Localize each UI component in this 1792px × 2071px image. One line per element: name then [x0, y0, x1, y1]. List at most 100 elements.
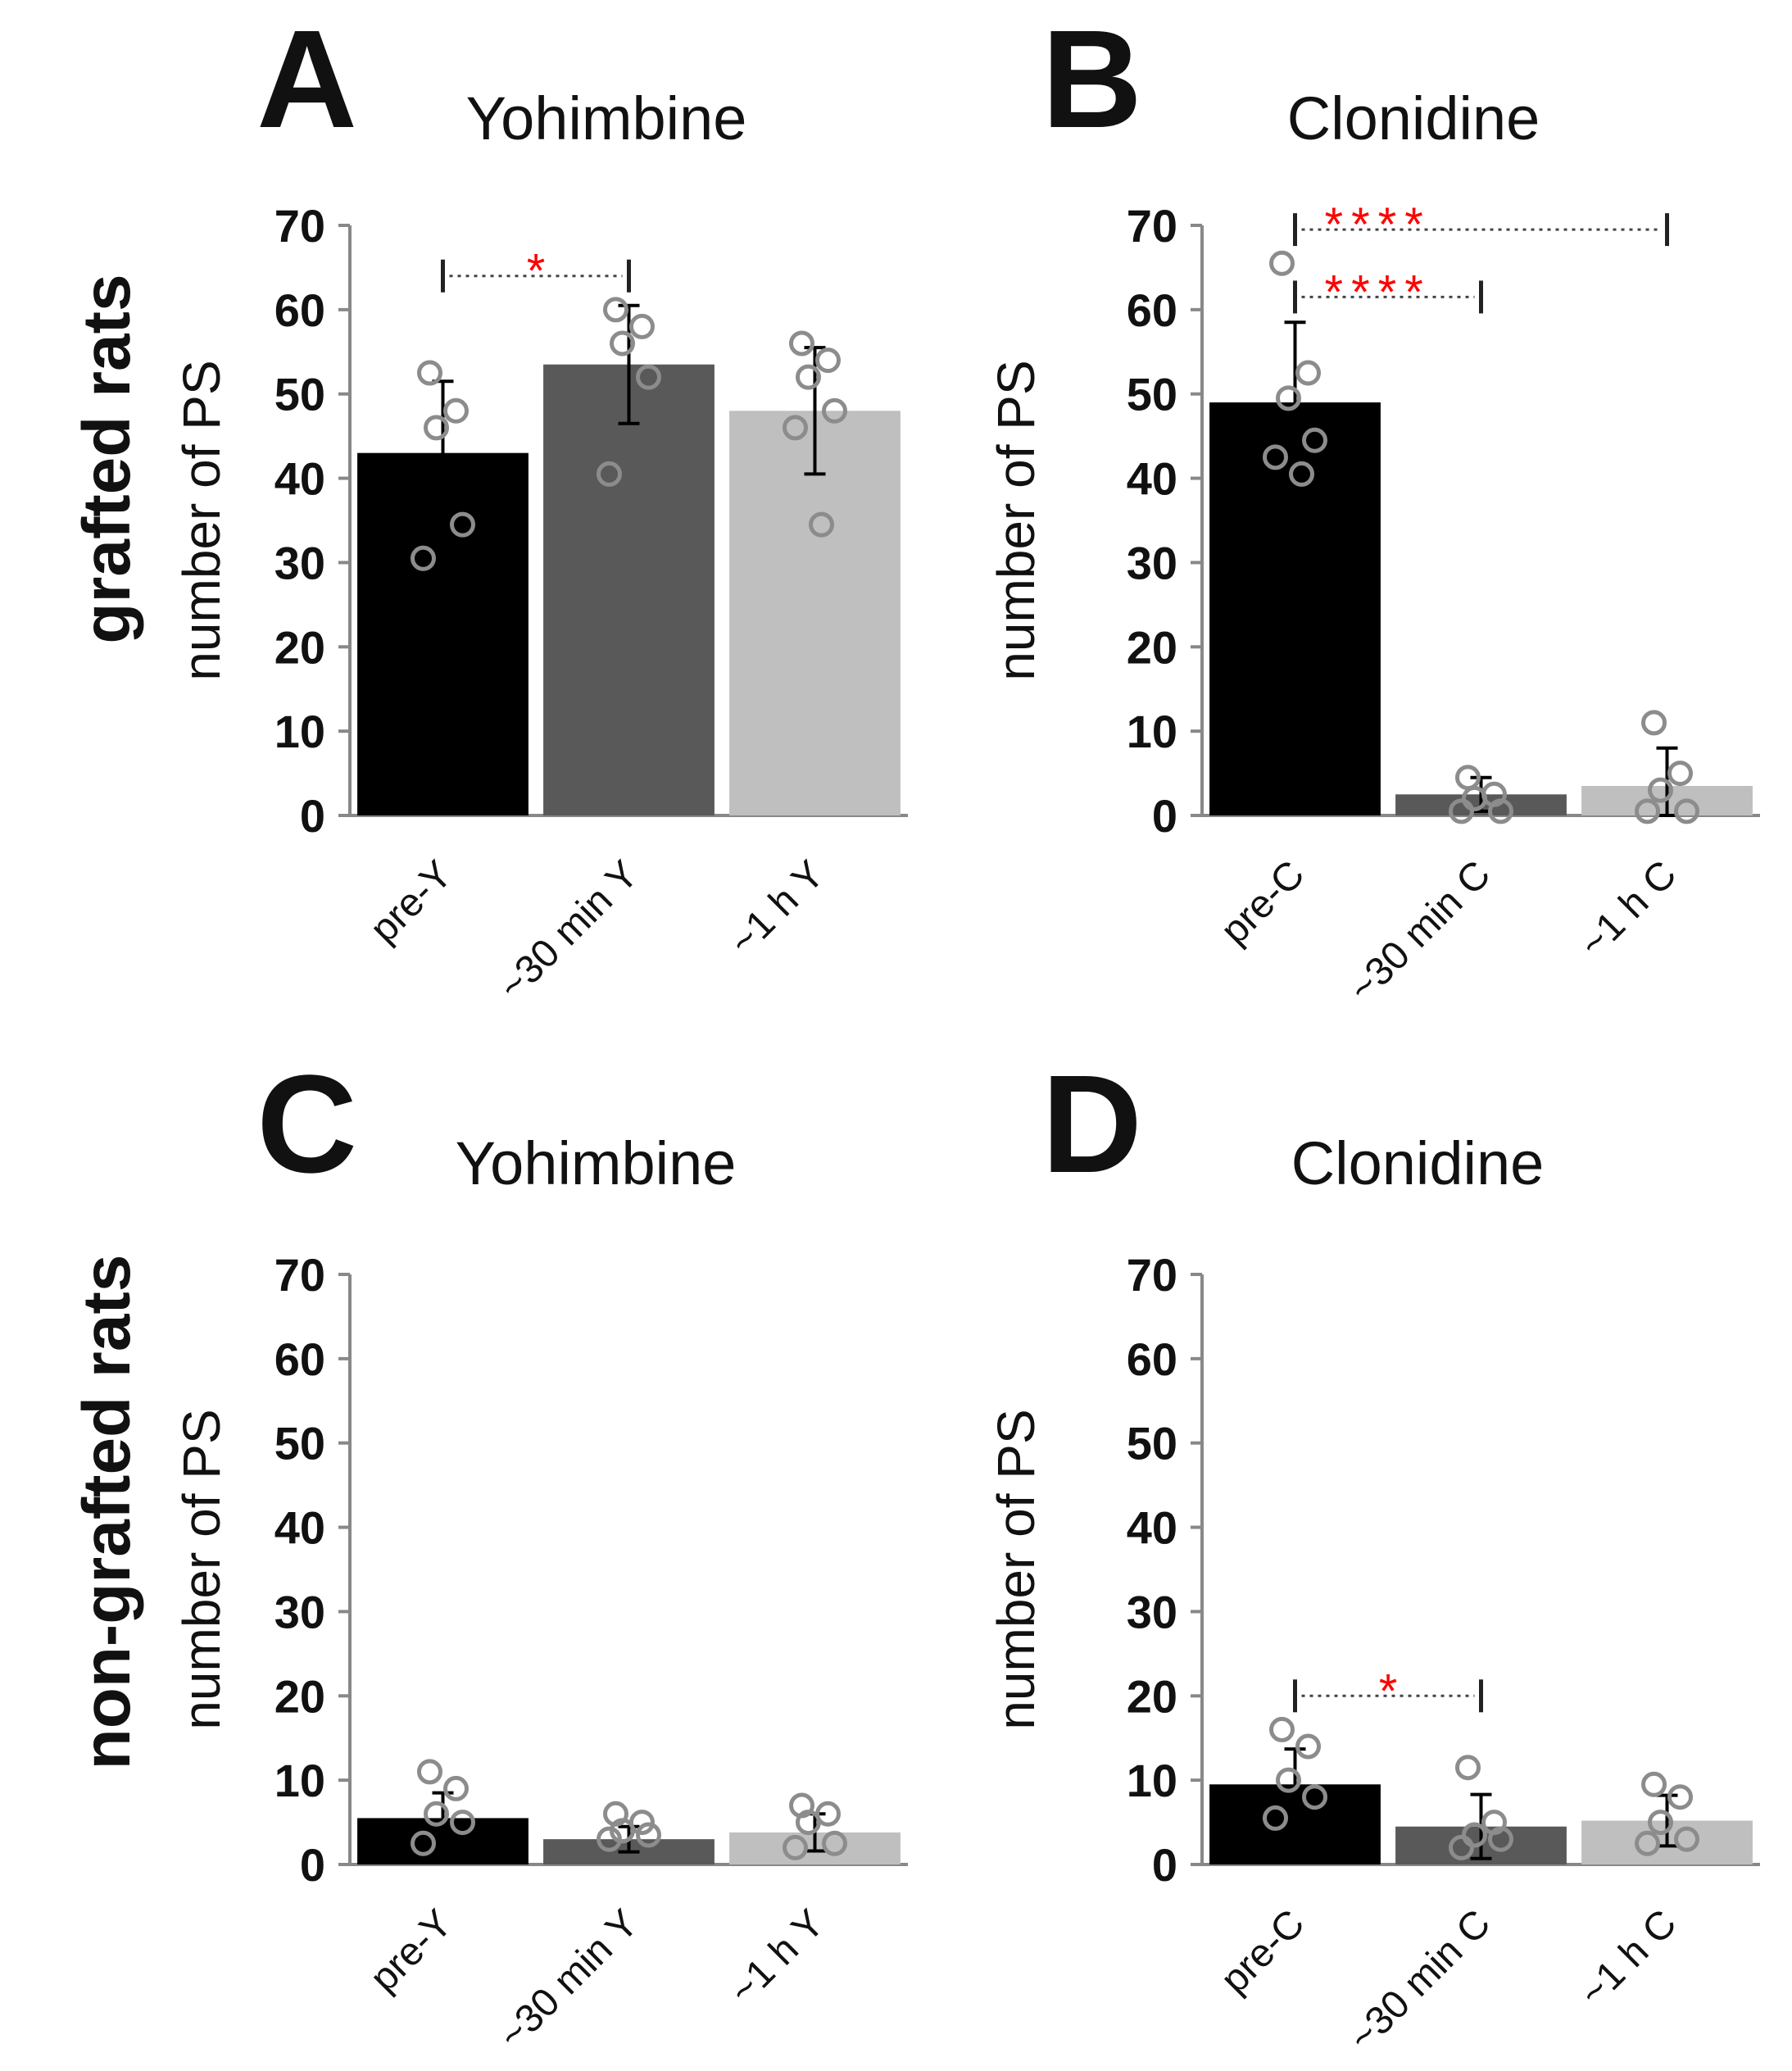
- data-point: [1648, 1810, 1673, 1836]
- significance-bracket: *: [1293, 1665, 1483, 1718]
- significance-stars: ****: [1325, 266, 1431, 319]
- panel-letter: A: [256, 2, 357, 157]
- data-point: [1269, 250, 1295, 276]
- x-tick-label: ~1 h C: [1572, 1901, 1685, 2014]
- significance-stars: ****: [1325, 198, 1431, 252]
- data-point: [1635, 798, 1660, 824]
- data-point: [1295, 1733, 1321, 1760]
- y-tick-label: 60: [274, 1333, 325, 1385]
- significance-bracket: *: [441, 245, 631, 298]
- y-axis-label: number of PS: [987, 360, 1046, 680]
- y-tick-label: 30: [1127, 537, 1177, 588]
- data-point: [1462, 785, 1487, 811]
- y-tick-label: 70: [274, 200, 325, 252]
- data-point: [1302, 427, 1327, 453]
- y-tick-label: 50: [1127, 369, 1177, 420]
- data-point: [417, 360, 442, 386]
- panel-letter: B: [1041, 2, 1142, 157]
- data-point: [450, 511, 475, 538]
- data-point: [450, 1810, 475, 1836]
- panel-title: Yohimbine: [466, 84, 747, 152]
- y-axis-label: number of PS: [172, 1409, 231, 1729]
- x-tick-label: ~30 min C: [1341, 1901, 1499, 2060]
- data-point: [443, 1775, 469, 1801]
- x-tick-label: ~1 h Y: [721, 1901, 832, 2013]
- y-tick-label: 40: [274, 453, 325, 505]
- data-point: [610, 330, 635, 357]
- x-tick-label: ~1 h Y: [721, 852, 832, 964]
- data-point: [1648, 777, 1673, 803]
- y-tick-label: 50: [274, 369, 325, 420]
- data-point: [1276, 385, 1301, 411]
- x-tick-label: pre-Y: [362, 852, 460, 951]
- x-tick-label: ~1 h C: [1572, 852, 1685, 965]
- y-tick-label: 60: [1127, 1333, 1177, 1385]
- panel-title: Yohimbine: [456, 1129, 737, 1197]
- error-bar: [618, 303, 640, 425]
- y-tick-label: 0: [1152, 1839, 1177, 1891]
- data-point: [1488, 798, 1513, 824]
- y-tick-label: 30: [274, 537, 325, 588]
- data-point: [1449, 798, 1474, 824]
- data-point: [1295, 360, 1321, 386]
- panel-title: Clonidine: [1291, 1129, 1545, 1197]
- y-tick-label: 20: [274, 621, 325, 673]
- data-point: [809, 511, 834, 538]
- y-tick-label: 30: [274, 1586, 325, 1637]
- y-tick-label: 0: [1152, 790, 1177, 842]
- panel-c: C Yohimbine number of PS 0 10 20 30 40 50 60 70 pre…: [172, 1047, 908, 2058]
- data-point: [1641, 1771, 1667, 1797]
- y-tick-label: 70: [274, 1249, 325, 1301]
- significance-bracket: ****: [1293, 198, 1669, 252]
- y-tick-label: 60: [274, 284, 325, 336]
- y-tick-label: 10: [1127, 706, 1177, 757]
- data-point: [1289, 461, 1314, 487]
- row-label: grafted rats: [70, 274, 144, 643]
- data-point: [1641, 710, 1667, 736]
- data-point: [796, 364, 821, 390]
- y-tick-label: 10: [1127, 1755, 1177, 1806]
- data-point: [815, 347, 841, 374]
- y-tick-label: 60: [1127, 284, 1177, 336]
- x-tick-label: pre-Y: [362, 1901, 460, 2000]
- y-tick-label: 40: [274, 1502, 325, 1554]
- panel-d: D Clonidine number of PS 0 10 20 30 40 50 60 70 pre…: [987, 1047, 1760, 2060]
- data-point: [603, 297, 628, 323]
- data-point: [783, 1834, 808, 1860]
- panel-b: B Clonidine number of PS 0 10 20 30 40 50 60 70 pre…: [987, 2, 1760, 1011]
- panel-a: A Yohimbine number of PS 0 10 20 30 40 50 60 70 pre…: [172, 2, 908, 1009]
- data-point: [443, 397, 469, 424]
- data-point: [636, 1822, 661, 1848]
- data-point: [1674, 1826, 1699, 1852]
- data-point: [822, 1830, 847, 1856]
- x-tick-label: pre-C: [1213, 852, 1313, 952]
- y-tick-label: 20: [274, 1670, 325, 1722]
- panel-title: Clonidine: [1287, 84, 1540, 152]
- data-point: [1302, 1784, 1327, 1810]
- data-point: [1263, 1805, 1288, 1831]
- data-point: [411, 545, 436, 571]
- row-label: non-grafted rats: [70, 1255, 144, 1770]
- y-axis-label: number of PS: [987, 1409, 1046, 1729]
- y-tick-label: 0: [300, 790, 325, 842]
- data-point: [1455, 1755, 1481, 1781]
- y-axis-label: number of PS: [172, 360, 231, 680]
- panel-letter: C: [256, 1047, 357, 1202]
- data-point: [597, 1826, 622, 1852]
- x-tick-label: pre-C: [1213, 1901, 1313, 2001]
- x-tick-label: ~30 min C: [1341, 852, 1499, 1011]
- data-point: [597, 461, 622, 487]
- data-point: [1667, 761, 1693, 787]
- data-point: [1269, 1716, 1295, 1742]
- panel-letter: D: [1041, 1047, 1142, 1202]
- data-point: [1462, 1822, 1487, 1848]
- y-tick-label: 40: [1127, 1502, 1177, 1554]
- significance-stars: *: [527, 245, 546, 298]
- data-point: [789, 330, 814, 357]
- x-tick-label: ~30 min Y: [491, 1901, 647, 2058]
- data-point: [424, 415, 449, 441]
- data-point: [796, 1810, 821, 1836]
- y-tick-label: 70: [1127, 200, 1177, 252]
- y-tick-label: 20: [1127, 621, 1177, 673]
